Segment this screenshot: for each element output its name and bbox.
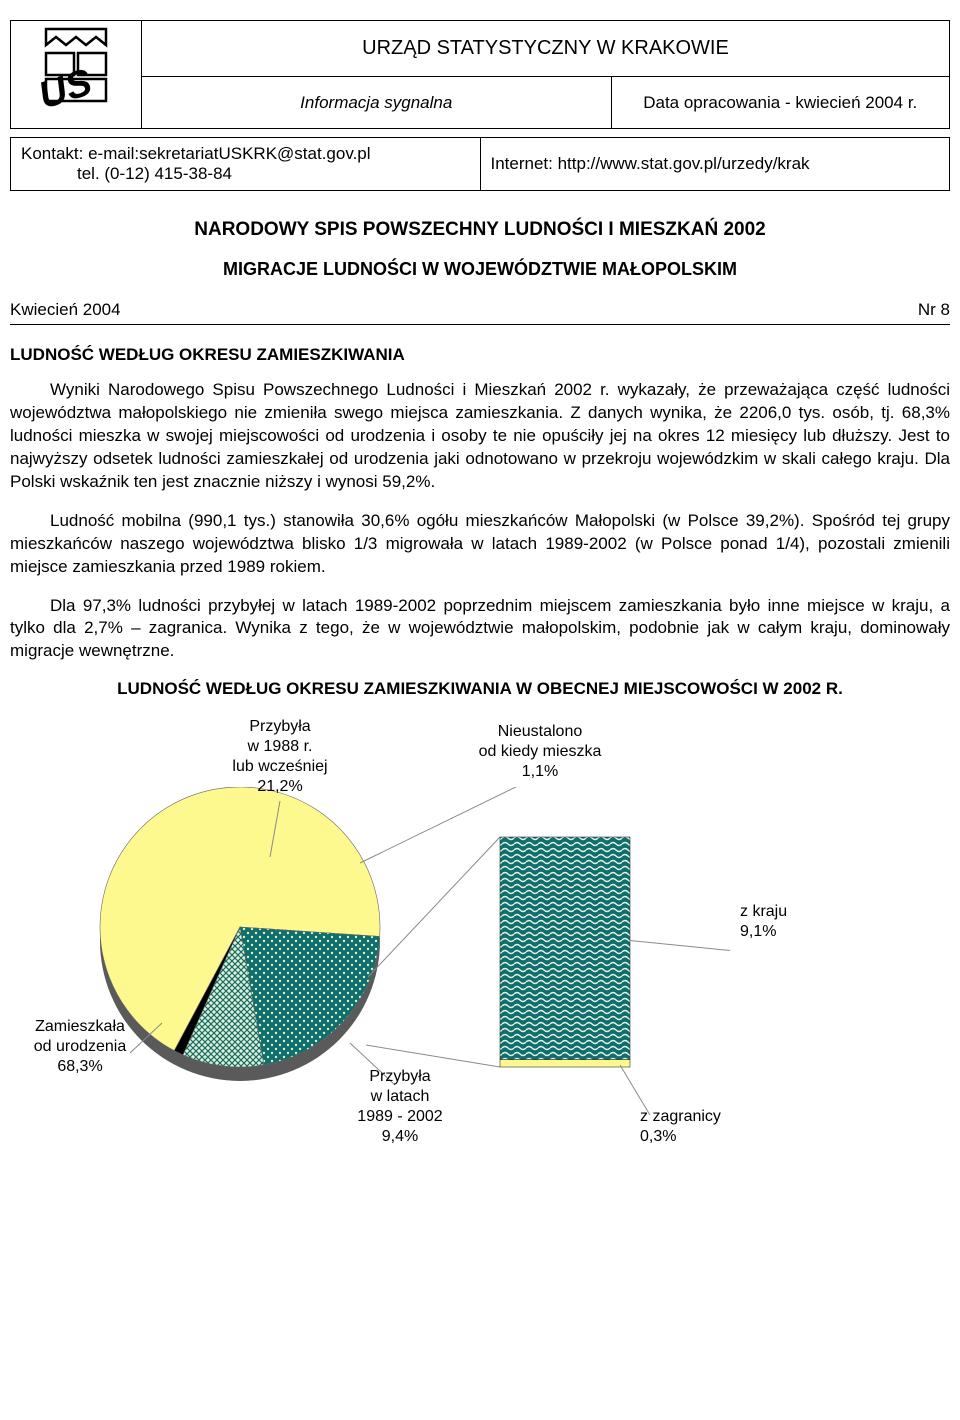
header-table: US URZĄD STATYSTYCZNY W KRAKOWIE Informa… xyxy=(10,20,950,129)
paragraph-2: Ludność mobilna (990,1 tys.) stanowiła 3… xyxy=(10,510,950,579)
section-head: LUDNOŚĆ WEDŁUG OKRESU ZAMIESZKIWANIA xyxy=(10,345,950,365)
paragraph-1: Wyniki Narodowego Spisu Powszechnego Lud… xyxy=(10,379,950,494)
org-title: URZĄD STATYSTYCZNY W KRAKOWIE xyxy=(142,21,950,77)
logo-cell: US xyxy=(11,21,142,129)
label-nieustalono: Nieustalono od kiedy mieszka 1,1% xyxy=(470,722,610,782)
subtitle: MIGRACJE LUDNOŚCI W WOJEWÓDZTWIE MAŁOPOL… xyxy=(10,259,950,280)
date-prepared: Data opracowania - kwiecień 2004 r. xyxy=(611,77,950,129)
internet-cell: Internet: http://www.stat.gov.pl/urzedy/… xyxy=(480,138,950,191)
paragraph-3: Dla 97,3% ludności przybyłej w latach 19… xyxy=(10,595,950,664)
chart-title: LUDNOŚĆ WEDŁUG OKRESU ZAMIESZKIWANIA W O… xyxy=(10,679,950,699)
contact-email: Kontakt: e-mail:sekretariatUSKRK@stat.go… xyxy=(21,144,371,163)
label-zkraju: z kraju 9,1% xyxy=(740,902,830,942)
info-signal: Informacja sygnalna xyxy=(142,77,612,129)
label-zagranicy: z zagranicy 0,3% xyxy=(640,1107,740,1147)
contact-tel: tel. (0-12) 415-38-84 xyxy=(77,164,232,184)
contact-table: Kontakt: e-mail:sekretariatUSKRK@stat.go… xyxy=(10,137,950,191)
main-title: NARODOWY SPIS POWSZECHNY LUDNOŚCI I MIES… xyxy=(10,219,950,241)
chart-area: Przybyła w 1988 r. lub wcześniej 21,2% N… xyxy=(20,717,940,1147)
date-left: Kwiecień 2004 xyxy=(10,300,121,320)
date-line: Kwiecień 2004 Nr 8 xyxy=(10,300,950,325)
date-right: Nr 8 xyxy=(918,300,950,320)
label-zamieszkala: Zamieszkała od urodzenia 68,3% xyxy=(20,1017,140,1077)
label-przybyla-1989: Przybyła w latach 1989 - 2002 9,4% xyxy=(340,1067,460,1147)
contact-cell: Kontakt: e-mail:sekretariatUSKRK@stat.go… xyxy=(11,138,481,191)
label-przybyla-1988: Przybyła w 1988 r. lub wcześniej 21,2% xyxy=(220,717,340,797)
us-logo: US xyxy=(36,27,116,117)
chart-svg xyxy=(70,787,890,1147)
